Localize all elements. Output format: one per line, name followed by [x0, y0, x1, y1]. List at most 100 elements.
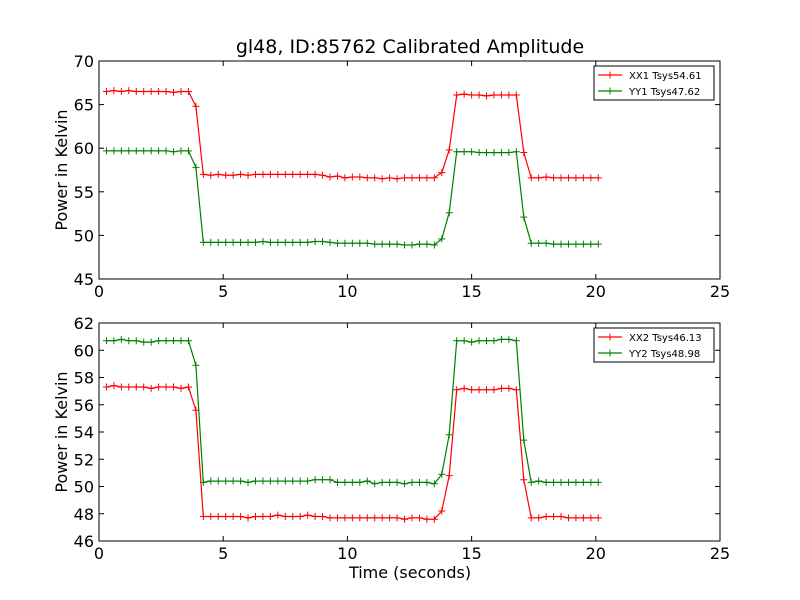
data-point-marker	[594, 174, 602, 182]
data-point-marker	[341, 478, 349, 486]
data-point-marker	[453, 337, 461, 345]
data-point-marker	[378, 175, 386, 183]
data-point-marker	[430, 515, 438, 523]
data-point-marker	[117, 88, 125, 96]
data-point-marker	[326, 476, 334, 484]
data-point-marker	[557, 240, 565, 248]
y-tick-label: 50	[74, 226, 94, 245]
data-point-marker	[564, 478, 572, 486]
data-point-marker	[520, 149, 528, 157]
data-point-marker	[333, 514, 341, 522]
data-point-marker	[326, 514, 334, 522]
x-tick-label: 0	[94, 282, 104, 301]
data-point-marker	[274, 238, 282, 246]
data-point-marker	[594, 514, 602, 522]
y-axis-label-bottom: Power in Kelvin	[52, 371, 71, 492]
data-point-marker	[542, 239, 550, 247]
data-point-marker	[341, 514, 349, 522]
data-point-marker	[348, 173, 356, 181]
data-point-marker	[475, 337, 483, 345]
data-point-marker	[229, 477, 237, 485]
data-point-marker	[520, 436, 528, 444]
data-point-marker	[535, 174, 543, 182]
data-point-marker	[214, 238, 222, 246]
data-point-marker	[319, 512, 327, 520]
data-point-marker	[266, 238, 274, 246]
data-point-marker	[468, 91, 476, 99]
data-point-marker	[341, 239, 349, 247]
data-point-marker	[214, 512, 222, 520]
y-tick-label: 62	[74, 314, 94, 333]
y-tick-label: 65	[74, 96, 94, 115]
data-point-marker	[274, 511, 282, 519]
y-tick-label: 60	[74, 139, 94, 158]
x-tick-label: 10	[337, 544, 357, 563]
data-point-marker	[430, 241, 438, 249]
data-point-marker	[281, 512, 289, 520]
data-point-marker	[281, 238, 289, 246]
data-point-marker	[505, 91, 513, 99]
data-point-marker	[468, 148, 476, 156]
legend-box	[593, 65, 715, 101]
data-point-marker	[378, 478, 386, 486]
data-point-marker	[132, 147, 140, 155]
data-point-marker	[177, 147, 185, 155]
data-point-marker	[356, 478, 364, 486]
legend-label: YY1 Tsys47.62	[628, 87, 700, 98]
data-point-marker	[125, 337, 133, 345]
data-point-marker	[274, 170, 282, 178]
data-point-marker	[542, 173, 550, 181]
data-point-marker	[512, 148, 520, 156]
data-point-marker	[475, 91, 483, 99]
data-point-marker	[393, 175, 401, 183]
data-point-marker	[207, 238, 215, 246]
data-point-marker	[393, 478, 401, 486]
data-point-marker	[408, 241, 416, 249]
data-point-marker	[401, 515, 409, 523]
data-point-marker	[110, 382, 118, 390]
data-point-marker	[274, 477, 282, 485]
legend-label: YY2 Tsys48.98	[628, 349, 700, 360]
series-group-bottom	[102, 335, 602, 523]
data-point-marker	[281, 170, 289, 178]
data-point-marker	[140, 383, 148, 391]
data-point-marker	[289, 477, 297, 485]
data-point-marker	[550, 174, 558, 182]
data-point-marker	[468, 386, 476, 394]
data-point-marker	[401, 174, 409, 182]
y-tick-label: 46	[74, 532, 94, 551]
data-point-marker	[147, 88, 155, 96]
data-point-marker	[415, 478, 423, 486]
data-point-marker	[542, 478, 550, 486]
data-point-marker	[579, 478, 587, 486]
data-point-marker	[497, 335, 505, 343]
data-point-marker	[222, 477, 230, 485]
data-point-marker	[371, 480, 379, 488]
data-point-marker	[147, 338, 155, 346]
data-point-marker	[386, 240, 394, 248]
data-point-marker	[378, 240, 386, 248]
data-point-marker	[371, 240, 379, 248]
x-tick-label: 25	[710, 282, 730, 301]
data-point-marker	[557, 174, 565, 182]
data-point-marker	[505, 335, 513, 343]
data-point-marker	[460, 384, 468, 392]
data-point-marker	[125, 147, 133, 155]
data-point-marker	[378, 514, 386, 522]
x-tick-label: 5	[218, 282, 228, 301]
data-point-marker	[170, 148, 178, 156]
legend-marker	[606, 87, 614, 95]
data-point-marker	[363, 514, 371, 522]
data-point-marker	[363, 477, 371, 485]
data-point-marker	[564, 174, 572, 182]
data-point-marker	[542, 512, 550, 520]
data-point-marker	[505, 384, 513, 392]
data-point-marker	[483, 149, 491, 157]
x-tick-label: 15	[461, 282, 481, 301]
data-point-marker	[289, 238, 297, 246]
data-point-marker	[326, 173, 334, 181]
data-point-marker	[184, 88, 192, 96]
data-point-marker	[244, 478, 252, 486]
data-point-marker	[229, 238, 237, 246]
data-point-marker	[415, 514, 423, 522]
